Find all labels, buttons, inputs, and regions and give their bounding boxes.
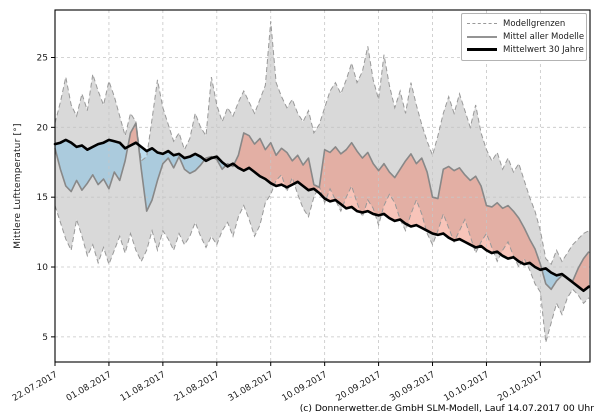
cooler-than-normal-area xyxy=(541,268,568,290)
y-tick-label: 15 xyxy=(37,193,48,203)
x-tick-label: 11.08.2017 xyxy=(119,370,168,404)
gray-line-icon xyxy=(467,35,497,38)
x-tick-label: 10.09.2017 xyxy=(281,370,330,404)
legend-label: Mittel aller Modelle xyxy=(503,31,585,42)
x-tick-label: 20.09.2017 xyxy=(334,370,383,404)
warmer-than-normal-area xyxy=(127,123,139,147)
x-tick-label: 21.08.2017 xyxy=(173,370,222,404)
x-tick-label: 30.09.2017 xyxy=(388,370,437,404)
y-tick-label: 5 xyxy=(42,333,48,343)
cooler-than-normal-area xyxy=(55,139,128,192)
legend-label: Modellgrenzen xyxy=(503,18,566,29)
legend-label: Mittelwert 30 Jahre xyxy=(503,44,584,55)
y-tick-label: 10 xyxy=(37,263,49,273)
copyright-caption: (c) Donnerwetter.de GmbH SLM-Modell, Lau… xyxy=(299,403,594,414)
30-year-mean-line xyxy=(53,138,591,293)
black-line-icon xyxy=(467,48,497,51)
legend-item-model-mean: Mittel aller Modelle xyxy=(467,30,585,43)
cooler-than-normal-area xyxy=(138,144,205,212)
y-tick-label: 25 xyxy=(37,53,48,63)
x-tick-label: 31.08.2017 xyxy=(227,370,276,404)
plot-border xyxy=(54,9,591,363)
y-tick-label: 20 xyxy=(37,123,49,133)
legend-item-30y-mean: Mittelwert 30 Jahre xyxy=(467,43,584,56)
y-axis-label: Mittlere Lufttemperatur [°] xyxy=(13,123,23,249)
x-tick-label: 10.10.2017 xyxy=(442,370,491,404)
legend: Modellgrenzen Mittel aller Modelle Mitte… xyxy=(461,13,587,61)
x-tick-label: 22.07.2017 xyxy=(11,370,60,404)
dashed-line-icon xyxy=(467,23,497,24)
model-mean-line xyxy=(54,122,590,291)
x-tick-label: 01.08.2017 xyxy=(65,370,114,404)
legend-item-model-bounds: Modellgrenzen xyxy=(467,17,581,30)
warmer-than-normal-area xyxy=(233,132,542,270)
model-spread-band xyxy=(55,21,589,343)
model-upper-bound-line xyxy=(54,21,590,266)
x-tick-label: 20.10.2017 xyxy=(496,370,545,404)
